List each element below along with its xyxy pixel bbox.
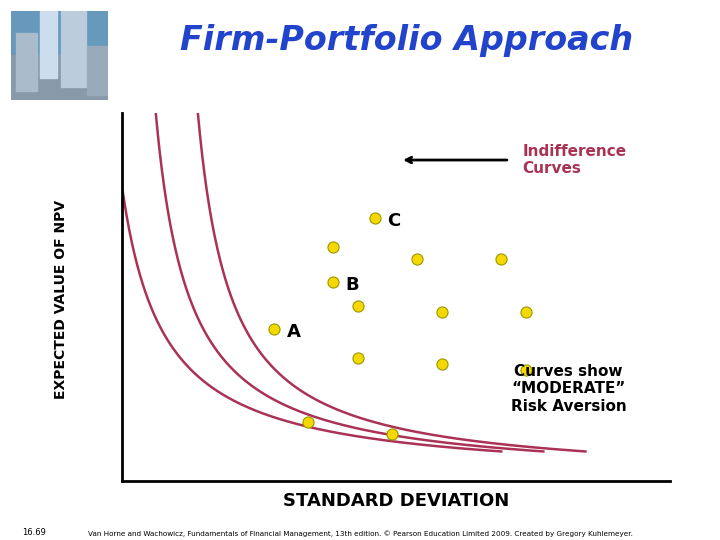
Bar — [11, 11, 108, 56]
Bar — [61, 11, 86, 86]
Text: Curves show
“MODERATE”
Risk Aversion: Curves show “MODERATE” Risk Aversion — [510, 364, 626, 414]
Text: 16.69: 16.69 — [22, 528, 45, 537]
Text: B: B — [346, 276, 359, 294]
X-axis label: STANDARD DEVIATION: STANDARD DEVIATION — [283, 492, 509, 510]
Text: Firm-Portfolio Approach: Firm-Portfolio Approach — [180, 24, 634, 57]
Bar — [11, 56, 108, 100]
Text: C: C — [387, 212, 401, 230]
Text: Indifference
Curves: Indifference Curves — [522, 144, 626, 176]
Text: A: A — [287, 323, 300, 341]
Bar — [40, 11, 58, 78]
Bar — [16, 33, 37, 91]
Text: Van Horne and Wachowicz, Fundamentals of Financial Management, 13th edition. © P: Van Horne and Wachowicz, Fundamentals of… — [88, 531, 632, 537]
Text: EXPECTED VALUE OF NPV: EXPECTED VALUE OF NPV — [54, 200, 68, 399]
Bar — [86, 46, 108, 96]
